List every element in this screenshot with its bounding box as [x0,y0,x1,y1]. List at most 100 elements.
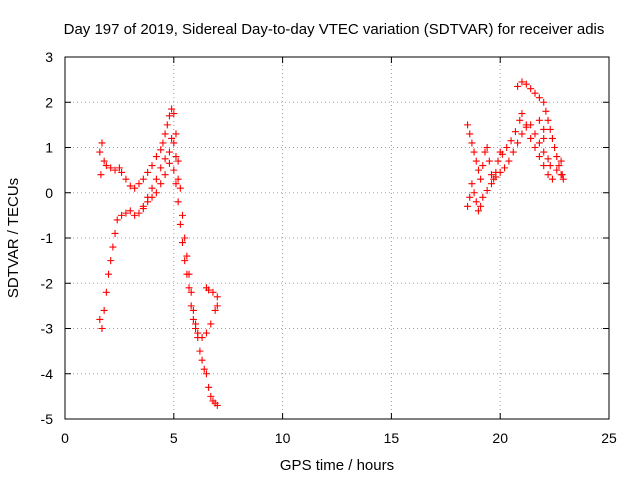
data-point-marker [185,284,193,292]
data-point-marker [118,168,126,176]
data-point-marker [487,171,495,179]
data-point-marker [205,383,213,391]
data-point-marker [202,284,210,292]
x-tick-label: 20 [492,430,508,446]
data-point-marker [479,162,487,170]
data-point-marker [464,202,472,210]
data-point-marker [514,139,522,147]
grid-layer [65,57,609,419]
data-point-marker [494,157,502,165]
data-point-marker [477,175,485,183]
data-point-marker [122,209,130,217]
data-point-marker [109,243,117,251]
data-point-marker [96,148,104,156]
y-tick-label: -2 [41,275,54,291]
data-point-marker [161,130,169,138]
data-point-marker [527,121,535,129]
series-5 [464,121,554,215]
data-point-marker [118,211,126,219]
y-axis-title: SDTVAR / TECUs [5,178,22,298]
data-point-marker [518,78,526,86]
data-point-marker [97,171,105,179]
data-point-marker [122,175,130,183]
data-point-marker [111,166,119,174]
data-point-marker [544,116,552,124]
data-point-marker [105,270,113,278]
data-point-marker [468,139,476,147]
data-point-marker [501,164,509,172]
data-point-marker [183,252,191,260]
chart-title: Day 197 of 2019, Sidereal Day-to-day VTE… [64,21,605,38]
data-point-marker [189,306,197,314]
data-point-marker [187,302,195,310]
data-point-marker [535,153,543,161]
data-point-marker [187,288,195,296]
data-point-marker [196,347,204,355]
data-point-marker [468,180,476,188]
data-point-marker [522,80,530,88]
data-point-marker [102,162,110,170]
data-point-marker [144,168,152,176]
data-point-marker [496,168,504,176]
data-point-marker [100,157,108,165]
data-point-marker [98,325,106,332]
data-point-marker [487,180,495,188]
data-point-marker [135,209,143,217]
data-point-marker [464,121,472,129]
data-point-marker [509,148,517,156]
data-point-marker [181,234,189,242]
data-point-marker [168,134,176,142]
data-point-marker [516,116,524,124]
data-point-marker [546,162,554,170]
data-point-marker [548,175,556,183]
data-point-marker [157,180,165,188]
data-point-marker [174,175,182,183]
series-6 [514,78,567,183]
data-point-marker [507,137,515,145]
data-point-marker [152,175,160,183]
data-point-marker [131,211,139,219]
data-point-marker [126,182,134,190]
data-point-marker [202,370,210,378]
data-point-marker [479,193,487,201]
data-point-marker [139,205,147,213]
data-point-marker [172,153,180,161]
data-point-marker [553,153,561,161]
data-point-marker [559,175,567,183]
series-2 [96,155,221,409]
data-point-marker [470,189,478,197]
series-1 [96,105,219,342]
data-point-marker [165,112,173,120]
data-point-marker [544,155,552,163]
data-point-marker [474,166,482,174]
data-point-marker [198,356,206,364]
data-point-marker [179,211,187,219]
data-point-marker [113,216,121,224]
data-point-marker [527,85,535,93]
data-point-marker [174,157,182,165]
y-tick-label: 2 [45,94,53,110]
data-point-marker [189,315,197,323]
data-point-marker [540,98,548,106]
x-tick-label: 25 [601,430,617,446]
y-tick-label: 0 [45,185,53,201]
data-point-marker [107,164,115,172]
x-tick-label: 10 [275,430,291,446]
data-point-marker [466,130,474,138]
data-point-marker [548,134,556,142]
data-point-marker [551,144,559,151]
data-point-marker [544,171,552,179]
data-point-marker [176,184,184,192]
data-point-marker [518,130,526,138]
data-point-marker [115,164,123,172]
data-point-marker [535,94,543,102]
x-tick-label: 5 [170,430,178,446]
data-point-marker [477,202,485,210]
data-point-marker [505,157,513,165]
data-point-marker [170,139,178,147]
data-point-marker [96,315,104,323]
data-point-marker [531,130,539,138]
y-tick-label: 1 [45,140,53,156]
y-tick-label: -4 [41,366,54,382]
